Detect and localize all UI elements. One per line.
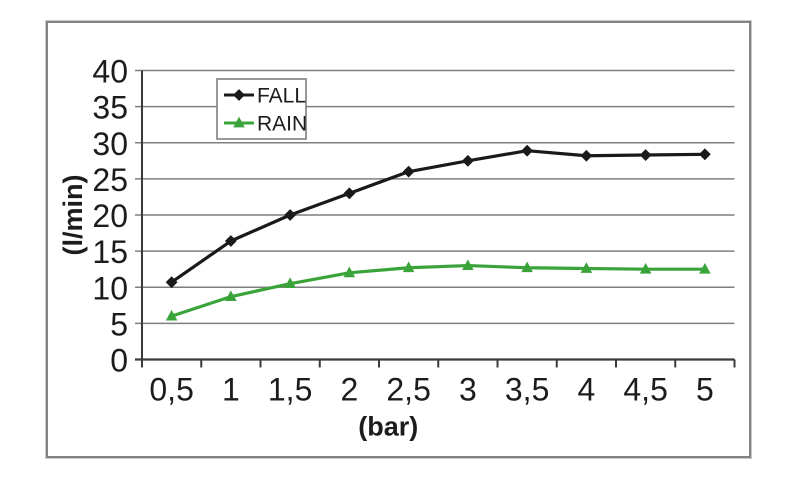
chart-frame: 0 5 10 15 20 25 30 35 40 0,5 1 1,5 2 2,5 3 3,5 4 4,5 5 (bar…: [46, 21, 751, 458]
y-tick-label: 0: [110, 343, 128, 379]
x-tick-label: 2,5: [386, 372, 430, 408]
legend-item-label: FALL: [257, 85, 306, 108]
fall-marker-icon: [461, 154, 474, 167]
legend-fall-marker-icon: [233, 89, 245, 101]
x-axis-title: (bar): [358, 412, 418, 442]
fall-marker-icon: [639, 149, 652, 161]
legend-rain-marker-icon: [233, 116, 245, 128]
series-line-rain: [170, 263, 707, 318]
fall-marker-icon: [521, 144, 534, 157]
x-tick-label: 5: [696, 372, 714, 408]
rain-marker-icon: [402, 261, 415, 273]
y-tick-label: 15: [92, 234, 128, 270]
y-tick-label: 35: [92, 90, 128, 126]
fall-marker-icon: [165, 276, 178, 289]
y-tick-label: 40: [92, 54, 128, 90]
series-line-fall: [170, 149, 707, 284]
fall-marker-icon: [698, 148, 711, 161]
fall-marker-icon: [284, 209, 297, 221]
y-tick-label: 10: [92, 270, 128, 306]
x-tick-label: 1,5: [268, 372, 312, 408]
legend-item-label: RAIN: [257, 113, 307, 136]
x-tick-label: 0,5: [149, 372, 193, 408]
rain-marker-icon: [462, 259, 474, 270]
y-tick-label: 30: [92, 126, 128, 162]
x-tick-label: 3,5: [505, 372, 549, 408]
x-tick-label: 1: [222, 372, 240, 408]
fall-marker-icon: [343, 187, 356, 200]
y-tick-label: 25: [92, 162, 128, 198]
rain-marker-icon: [580, 262, 593, 273]
y-tick-label: 5: [110, 306, 128, 342]
x-tick-label: 4,5: [623, 372, 667, 408]
rain-marker-icon: [225, 290, 237, 302]
fall-marker-icon: [580, 149, 593, 162]
rain-marker-icon: [165, 309, 178, 321]
x-tick-label: 4: [577, 372, 595, 408]
x-tick-label: 3: [459, 372, 477, 408]
legend-box: [216, 78, 307, 140]
fall-marker-icon: [224, 235, 237, 247]
rain-marker-icon: [699, 262, 711, 274]
x-tick-label: 2: [340, 372, 358, 408]
y-axis-title: (l/min): [58, 175, 88, 256]
y-tick-label: 20: [92, 198, 128, 234]
fall-marker-icon: [402, 165, 415, 178]
rain-marker-icon: [284, 277, 296, 289]
rain-marker-icon: [521, 261, 533, 273]
rain-marker-icon: [639, 262, 652, 274]
rain-marker-icon: [343, 266, 356, 278]
